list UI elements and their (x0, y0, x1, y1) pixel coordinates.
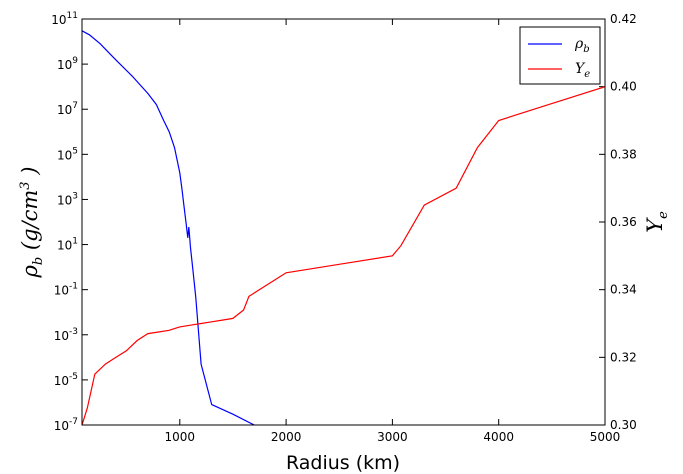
series-line-ye (82, 86, 605, 425)
y-left-tick-label: 107 (57, 101, 78, 117)
svg-text:Ye: Ye (643, 211, 671, 233)
legend: ρb Ye (519, 26, 601, 85)
y-left-tick-label: 1011 (51, 11, 78, 27)
y-right-tick-label: 0.38 (610, 147, 637, 161)
y-left-tick-label: 105 (57, 146, 78, 162)
y-axis-right-label: Ye (643, 211, 671, 233)
y-left-tick-label: 101 (57, 237, 78, 253)
x-axis-label: Radius (km) (286, 452, 400, 474)
y-right-tick-label: 0.42 (610, 12, 637, 26)
y-right-tick-label: 0.36 (610, 215, 637, 229)
y-left-tick-label: 109 (57, 56, 78, 72)
plot-frame (81, 18, 606, 426)
y-left-tick-label: 10-1 (54, 282, 78, 298)
series-layer (82, 30, 605, 425)
legend-label-rho: ρb (574, 36, 590, 55)
y-axis-left-label: ρb (g/cm3 ) (18, 167, 46, 279)
tick-labels: 1000 2000 3000 4000 5000 1011 109 107 105 103 101 1… (51, 11, 636, 444)
y-right-tick-label: 0.34 (610, 283, 637, 297)
y-left-tick-label: 10-3 (54, 327, 78, 343)
series-line-rho-b (82, 30, 257, 425)
x-tick-label: 1000 (165, 430, 196, 444)
x-tick-label: 2000 (271, 430, 302, 444)
legend-box (519, 26, 601, 85)
y-right-tick-label: 0.30 (610, 418, 637, 432)
x-tick-label: 4000 (483, 430, 514, 444)
ylabel-left-rho: ρ (18, 264, 42, 278)
x-tick-label: 3000 (377, 430, 408, 444)
y-left-tick-label: 10-5 (54, 372, 78, 388)
y-left-tick-label: 103 (57, 191, 78, 207)
y-right-tick-label: 0.32 (610, 350, 637, 364)
y-left-tick-label: 10-7 (54, 417, 78, 433)
svg-text:ρb (g/cm3 ): ρb (g/cm3 ) (18, 167, 46, 279)
legend-label-ye: Ye (575, 61, 590, 80)
ylabel-left-sub: b (31, 257, 46, 265)
x-tick-label: 5000 (590, 430, 621, 444)
plot-area (82, 19, 605, 425)
y-right-tick-label: 0.40 (610, 80, 637, 94)
